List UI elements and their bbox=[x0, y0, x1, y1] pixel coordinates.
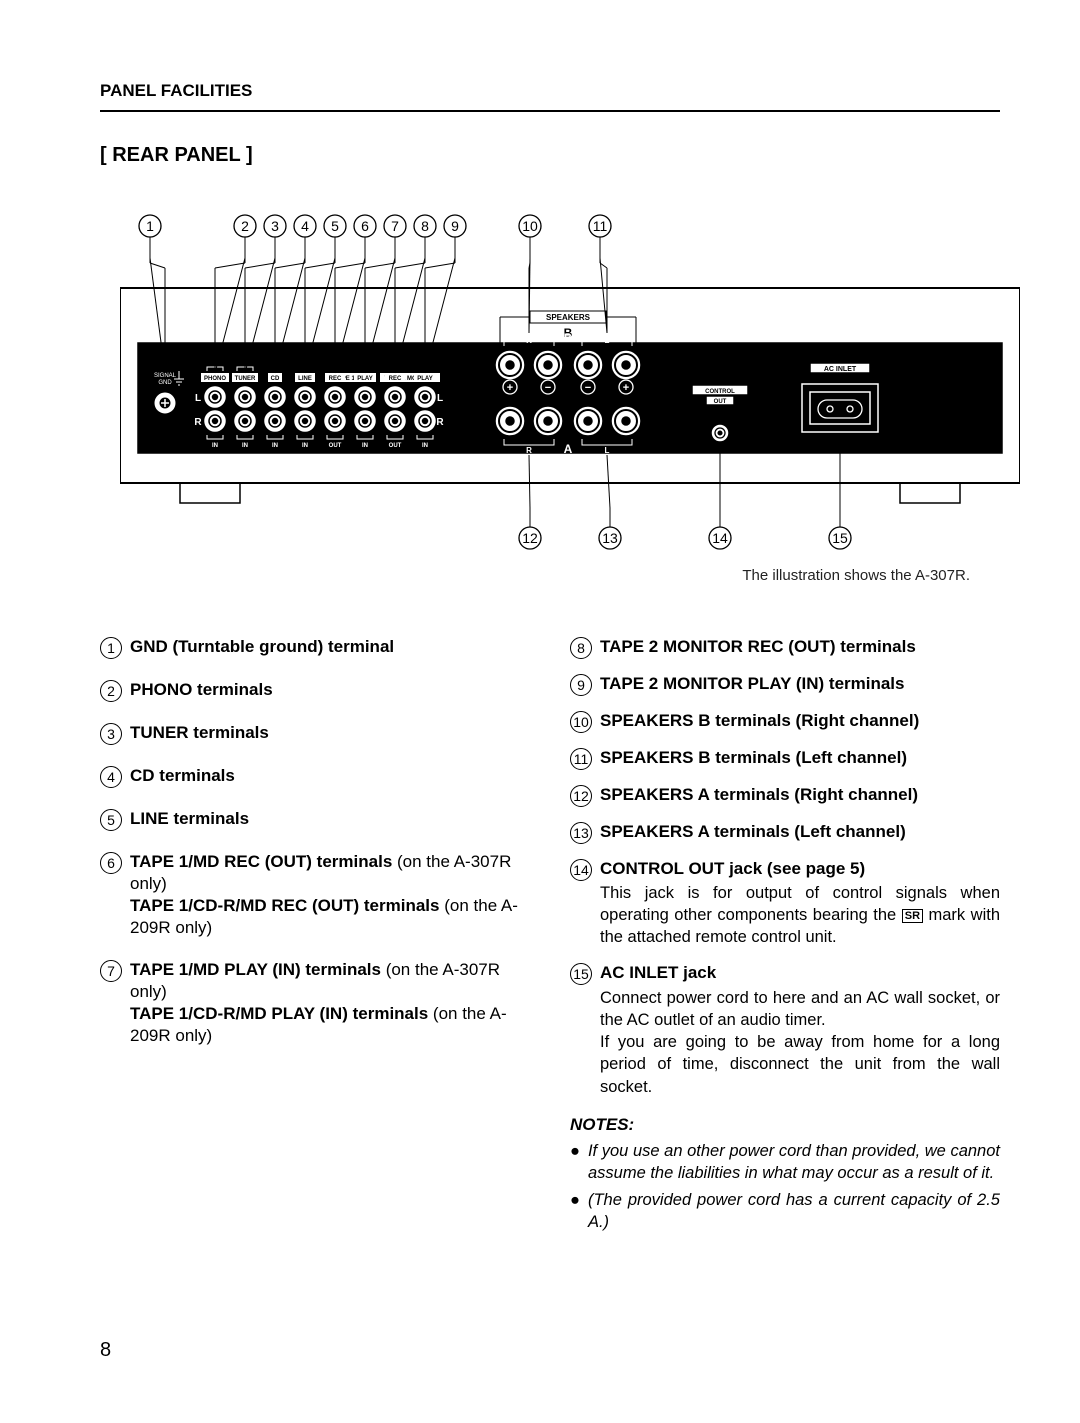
svg-text:13: 13 bbox=[602, 530, 618, 546]
svg-text:−: − bbox=[545, 382, 551, 394]
svg-text:SPEAKERS: SPEAKERS bbox=[546, 313, 591, 322]
svg-text:TUNER: TUNER bbox=[235, 376, 256, 382]
list-item: 5LINE terminals bbox=[100, 808, 530, 831]
left-column: 1GND (Turntable ground) terminal 2PHONO t… bbox=[100, 636, 530, 1237]
svg-text:IN: IN bbox=[302, 443, 308, 449]
list-item: 1GND (Turntable ground) terminal bbox=[100, 636, 530, 659]
header-rule bbox=[100, 110, 1000, 112]
list-item: 14CONTROL OUT jack (see page 5)This jack… bbox=[570, 858, 1000, 949]
circled-number-icon: 7 bbox=[100, 960, 122, 982]
circled-number-icon: 9 bbox=[570, 674, 592, 696]
sr-mark-icon: SR bbox=[902, 909, 923, 923]
svg-text:IN: IN bbox=[242, 443, 248, 449]
list-item: 7TAPE 1/MD PLAY (IN) terminals (on the A… bbox=[100, 959, 530, 1047]
svg-text:OUT: OUT bbox=[714, 399, 727, 405]
circled-number-icon: 13 bbox=[570, 822, 592, 844]
circled-number-icon: 8 bbox=[570, 637, 592, 659]
svg-text:B: B bbox=[564, 332, 572, 344]
svg-text:SIGNAL: SIGNAL bbox=[154, 373, 177, 379]
svg-text:6: 6 bbox=[361, 218, 369, 234]
svg-text:+: + bbox=[623, 382, 629, 394]
circled-number-icon: 2 bbox=[100, 680, 122, 702]
svg-text:+: + bbox=[507, 382, 513, 394]
svg-text:PHONO: PHONO bbox=[204, 376, 226, 382]
svg-text:15: 15 bbox=[832, 530, 848, 546]
svg-text:CD: CD bbox=[271, 376, 280, 382]
page-header: PANEL FACILITIES bbox=[100, 80, 1000, 102]
circled-number-icon: 5 bbox=[100, 809, 122, 831]
svg-text:2: 2 bbox=[241, 218, 249, 234]
list-item: 13SPEAKERS A terminals (Left channel) bbox=[570, 821, 1000, 844]
svg-text:PLAY: PLAY bbox=[417, 376, 432, 382]
rear-panel-diagram: 1234567891011SIGNALGNDPHONOTUNERCDLINETA… bbox=[120, 208, 1000, 558]
svg-text:REC: REC bbox=[389, 376, 402, 382]
circled-number-icon: 6 bbox=[100, 852, 122, 874]
svg-text:−: − bbox=[585, 382, 591, 394]
circled-number-icon: 11 bbox=[570, 748, 592, 770]
svg-text:10: 10 bbox=[522, 218, 538, 234]
page-number: 8 bbox=[100, 1337, 1000, 1363]
list-item: 10SPEAKERS B terminals (Right channel) bbox=[570, 710, 1000, 733]
svg-text:IN: IN bbox=[362, 443, 368, 449]
svg-text:OUT: OUT bbox=[329, 443, 342, 449]
circled-number-icon: 15 bbox=[570, 963, 592, 985]
svg-text:5: 5 bbox=[331, 218, 339, 234]
list-item: 8TAPE 2 MONITOR REC (OUT) terminals bbox=[570, 636, 1000, 659]
svg-text:L: L bbox=[605, 446, 610, 455]
svg-text:REC: REC bbox=[329, 376, 342, 382]
circled-number-icon: 3 bbox=[100, 723, 122, 745]
svg-text:L: L bbox=[605, 336, 610, 345]
list-item: ●If you use an other power cord than pro… bbox=[570, 1140, 1000, 1185]
svg-text:GND: GND bbox=[158, 380, 172, 386]
list-item: 11SPEAKERS B terminals (Left channel) bbox=[570, 747, 1000, 770]
svg-text:A: A bbox=[564, 442, 573, 456]
circled-number-icon: 14 bbox=[570, 859, 592, 881]
circled-number-icon: 12 bbox=[570, 785, 592, 807]
right-column: 8TAPE 2 MONITOR REC (OUT) terminals 9TAPE… bbox=[570, 636, 1000, 1237]
list-item: 9TAPE 2 MONITOR PLAY (IN) terminals bbox=[570, 673, 1000, 696]
list-item: 4CD terminals bbox=[100, 765, 530, 788]
circled-number-icon: 4 bbox=[100, 766, 122, 788]
section-title: [ REAR PANEL ] bbox=[100, 142, 1000, 168]
circled-number-icon: 10 bbox=[570, 711, 592, 733]
svg-text:12: 12 bbox=[522, 530, 538, 546]
svg-text:L: L bbox=[437, 393, 443, 404]
diagram-caption: The illustration shows the A-307R. bbox=[100, 566, 970, 586]
svg-text:PLAY: PLAY bbox=[357, 376, 372, 382]
svg-text:1: 1 bbox=[146, 218, 154, 234]
circled-number-icon: 1 bbox=[100, 637, 122, 659]
svg-text:11: 11 bbox=[593, 218, 608, 234]
notes-list: ●If you use an other power cord than pro… bbox=[570, 1140, 1000, 1233]
svg-text:7: 7 bbox=[391, 218, 399, 234]
svg-text:14: 14 bbox=[712, 530, 728, 546]
svg-text:R: R bbox=[526, 336, 532, 345]
svg-text:LINE: LINE bbox=[298, 376, 312, 382]
svg-text:L: L bbox=[195, 393, 201, 404]
list-item: 12SPEAKERS A terminals (Right channel) bbox=[570, 784, 1000, 807]
svg-text:4: 4 bbox=[301, 218, 309, 234]
svg-text:R: R bbox=[526, 446, 532, 455]
svg-text:IN: IN bbox=[212, 443, 218, 449]
svg-text:8: 8 bbox=[421, 218, 429, 234]
svg-text:R: R bbox=[194, 417, 202, 428]
svg-text:R: R bbox=[436, 417, 444, 428]
list-item: ●(The provided power cord has a current … bbox=[570, 1189, 1000, 1234]
list-item: 6TAPE 1/MD REC (OUT) terminals (on the A… bbox=[100, 851, 530, 939]
svg-text:CONTROL: CONTROL bbox=[705, 389, 735, 395]
list-item: 3TUNER terminals bbox=[100, 722, 530, 745]
list-item: 2PHONO terminals bbox=[100, 679, 530, 702]
svg-text:IN: IN bbox=[422, 443, 428, 449]
svg-text:AC INLET: AC INLET bbox=[824, 366, 857, 373]
list-item: 15AC INLET jackConnect power cord to her… bbox=[570, 962, 1000, 1097]
notes-heading: NOTES: bbox=[570, 1114, 1000, 1136]
svg-text:OUT: OUT bbox=[389, 443, 402, 449]
svg-text:3: 3 bbox=[271, 218, 279, 234]
svg-text:9: 9 bbox=[451, 218, 459, 234]
svg-text:IN: IN bbox=[272, 443, 278, 449]
